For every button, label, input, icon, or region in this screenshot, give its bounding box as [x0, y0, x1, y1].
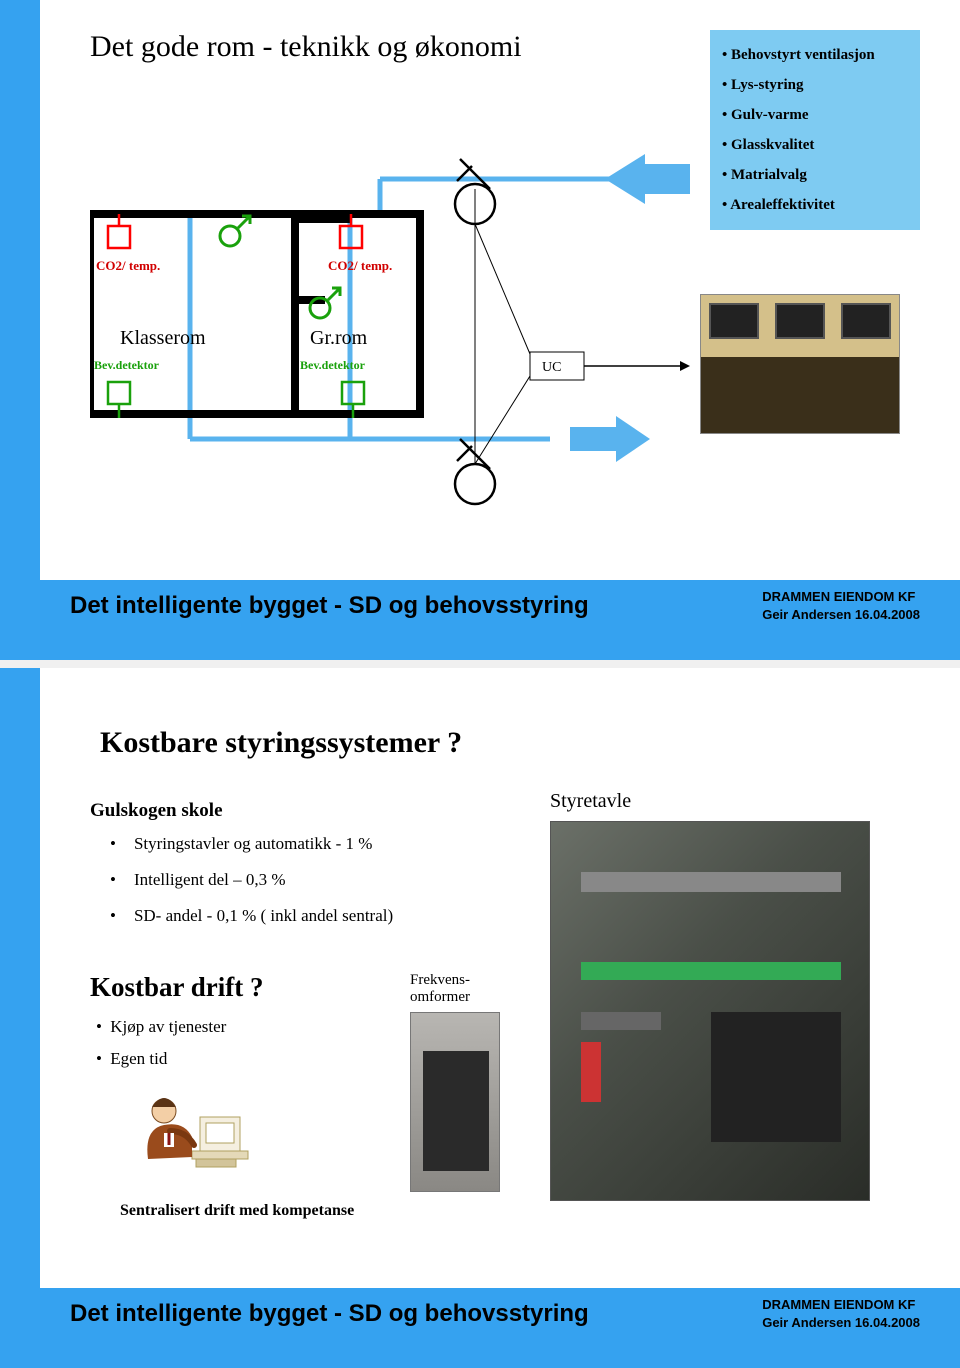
- slide-1: Det gode rom - teknikk og økonomi • Beho…: [0, 0, 960, 660]
- control-panel-photo: [550, 821, 870, 1201]
- bev-label-1: Bev.detektor: [94, 358, 160, 372]
- slide-2: Kostbare styringssystemer ? Gulskogen sk…: [0, 668, 960, 1368]
- drift-caption: Sentralisert drift med kompetanse: [120, 1202, 390, 1220]
- operator-clipart-icon: [130, 1087, 250, 1187]
- footer-title: Det intelligente bygget - SD og behovsst…: [70, 592, 589, 620]
- cost-item: SD- andel - 0,1 % ( inkl andel sentral): [110, 906, 520, 926]
- footer-meta: DRAMMEN EIENDOM KF Geir Andersen 16.04.2…: [762, 588, 920, 624]
- co2-label-2: CO2/ temp.: [328, 258, 392, 273]
- school-name: Gulskogen skole: [90, 800, 520, 822]
- vfd-photo: [410, 1012, 500, 1192]
- panel-label: Styretavle: [550, 790, 890, 813]
- room2-label: Gr.rom: [310, 327, 368, 349]
- footer-meta: DRAMMEN EIENDOM KF Geir Andersen 16.04.2…: [762, 1296, 920, 1332]
- drift-list: Kjøp av tjenester Egen tid: [96, 1017, 390, 1069]
- cost-item: Styringstavler og automatikk - 1 %: [110, 834, 520, 854]
- slide2-title: Kostbare styringssystemer ?: [100, 726, 930, 760]
- slide-footer: Det intelligente bygget - SD og behovsst…: [0, 566, 960, 646]
- drift-item: Egen tid: [96, 1049, 390, 1069]
- cost-list: Styringstavler og automatikk - 1 % Intel…: [110, 834, 520, 926]
- feature-item: • Lys-styring: [722, 70, 908, 100]
- room-diagram: CO2/ temp. CO2/ temp. Klasserom Gr.rom B…: [90, 104, 910, 504]
- feature-item: • Behovstyrt ventilasjon: [722, 40, 908, 70]
- co2-label-1: CO2/ temp.: [96, 258, 160, 273]
- vfd-label: Frekvens- omformer: [410, 972, 520, 1006]
- cost-item: Intelligent del – 0,3 %: [110, 870, 520, 890]
- drift-item: Kjøp av tjenester: [96, 1017, 390, 1037]
- slide-footer: Det intelligente bygget - SD og behovsst…: [0, 1274, 960, 1354]
- bev-label-2: Bev.detektor: [300, 358, 366, 372]
- computer-workstation-photo: [700, 294, 900, 434]
- drift-heading: Kostbar drift ?: [90, 972, 390, 1003]
- uc-label: UC: [542, 360, 561, 375]
- room1-label: Klasserom: [120, 327, 206, 349]
- footer-title: Det intelligente bygget - SD og behovsst…: [70, 1300, 589, 1328]
